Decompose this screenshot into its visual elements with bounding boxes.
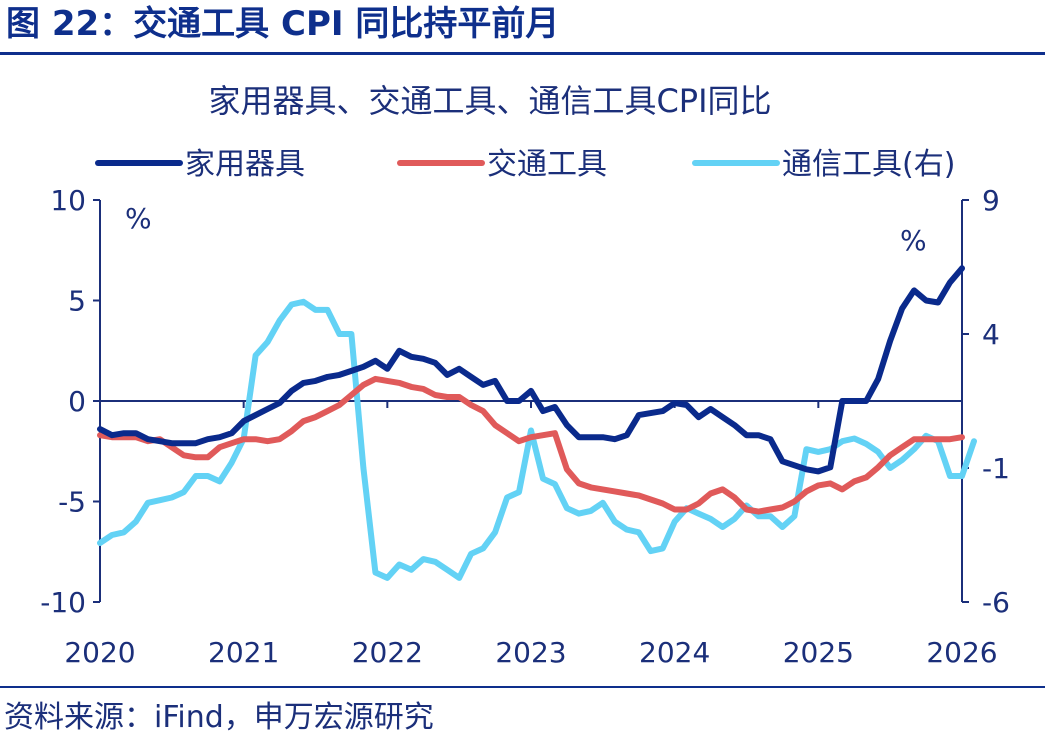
series-line-1 xyxy=(97,265,965,475)
series-layer xyxy=(97,265,977,581)
x-axis-tick-label: 2026 xyxy=(926,636,997,669)
left-axis-tick-label: 5 xyxy=(68,285,86,318)
left-axis-tick-label: -5 xyxy=(58,486,86,519)
source-note: 资料来源：iFind，申万宏源研究 xyxy=(4,700,434,735)
left-axis-unit: % xyxy=(125,202,152,235)
series-line-2 xyxy=(97,375,965,515)
x-axis-tick-label: 2021 xyxy=(208,636,279,669)
title-rule xyxy=(0,52,1045,55)
left-axis-tick-label: -10 xyxy=(40,586,86,619)
axes: 10 5 0 -5 -10 9 4 -1 -6 2020 2021 2022 2023 2024 2025 2… xyxy=(40,184,1010,669)
source-rule xyxy=(0,686,1045,688)
right-axis-tick-label: 9 xyxy=(982,184,1000,217)
right-axis-unit: % xyxy=(900,224,927,257)
chart-title: 家用器具、交通工具、通信工具CPI同比 xyxy=(208,82,771,120)
legend-label-series-3: 通信工具(右) xyxy=(782,147,955,182)
right-axis-tick-label: 4 xyxy=(982,318,1000,351)
legend-label-series-1: 家用器具 xyxy=(185,147,305,182)
legend: 家用器具 交通工具 通信工具(右) xyxy=(95,147,955,182)
legend-item-series-3: 通信工具(右) xyxy=(692,147,955,182)
x-axis-tick-label: 2023 xyxy=(495,636,566,669)
series-line-3 xyxy=(97,298,977,581)
x-axis-tick-label: 2024 xyxy=(639,636,710,669)
right-axis-tick-label: -1 xyxy=(982,452,1010,485)
left-axis-tick-label: 10 xyxy=(50,184,86,217)
right-axis-tick-label: -6 xyxy=(982,586,1010,619)
figure-title: 图 22：交通工具 CPI 同比持平前月 xyxy=(6,4,560,44)
x-axis-tick-label: 2022 xyxy=(352,636,423,669)
legend-item-series-1: 家用器具 xyxy=(95,147,305,182)
x-axis-tick-label: 2020 xyxy=(64,636,135,669)
legend-label-series-2: 交通工具 xyxy=(487,147,607,182)
legend-item-series-2: 交通工具 xyxy=(397,147,607,182)
x-axis-tick-label: 2025 xyxy=(783,636,854,669)
left-axis-tick-label: 0 xyxy=(68,385,86,418)
